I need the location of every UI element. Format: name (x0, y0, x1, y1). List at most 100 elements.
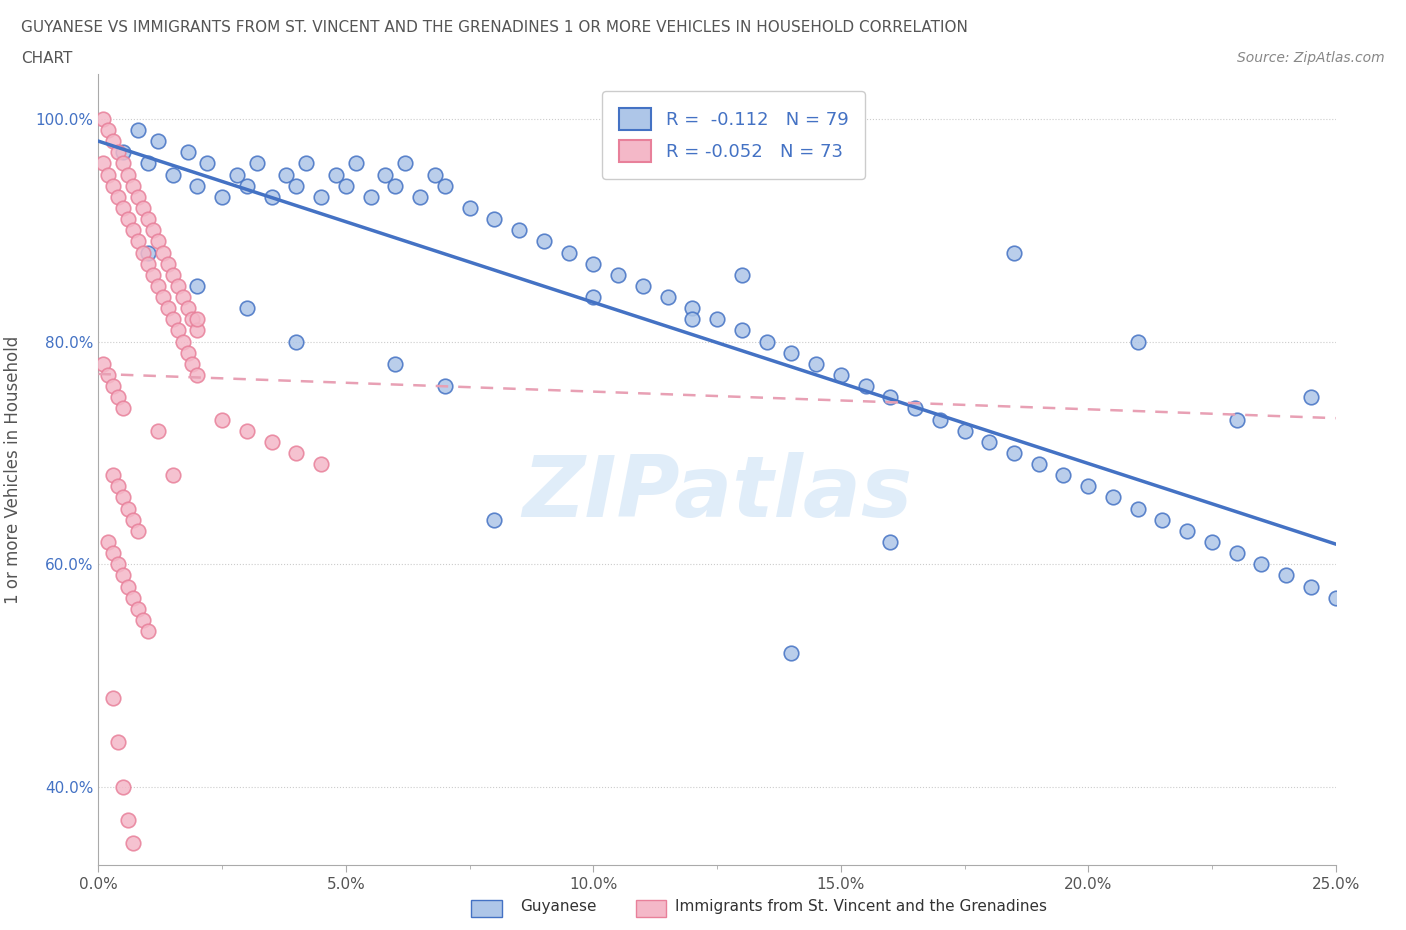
Point (1299, 390, 1322, 405)
Point (136, 212, 159, 227)
Point (830, 367, 852, 382)
Point (112, 779, 135, 794)
Point (731, 323, 754, 338)
Point (394, 156, 416, 171)
Point (681, 300, 703, 315)
Point (1002, 246, 1025, 260)
Point (156, 257, 179, 272)
Point (309, 190, 332, 205)
Point (979, 434, 1001, 449)
Text: ZIPatlas: ZIPatlas (522, 452, 912, 535)
Point (146, 234, 169, 249)
Point (181, 356, 204, 371)
Point (152, 289, 174, 304)
Text: GUYANESE VS IMMIGRANTS FROM ST. VINCENT AND THE GRENADINES 1 OR MORE VEHICLES IN: GUYANESE VS IMMIGRANTS FROM ST. VINCENT … (21, 20, 967, 35)
Point (142, 223, 165, 238)
Point (484, 512, 506, 527)
Point (260, 190, 283, 205)
Point (146, 423, 169, 438)
Point (195, 156, 218, 171)
Point (186, 312, 208, 326)
Point (236, 423, 259, 438)
Point (236, 179, 259, 193)
Point (107, 557, 129, 572)
Point (112, 401, 135, 416)
Point (433, 379, 456, 393)
Point (127, 234, 149, 249)
Point (136, 624, 159, 639)
Point (681, 312, 703, 326)
Point (112, 156, 135, 171)
Point (1077, 479, 1099, 494)
Point (1226, 412, 1249, 427)
Point (1028, 457, 1050, 472)
Point (93, 356, 115, 371)
Point (374, 167, 396, 182)
Point (103, 179, 125, 193)
Point (360, 190, 382, 205)
Point (146, 278, 169, 293)
Point (780, 345, 803, 360)
Point (1002, 445, 1025, 460)
Point (117, 167, 139, 182)
Point (172, 289, 194, 304)
Point (325, 167, 347, 182)
Point (879, 390, 901, 405)
Y-axis label: 1 or more Vehicles in Household: 1 or more Vehicles in Household (4, 336, 21, 604)
Point (904, 401, 927, 416)
Point (582, 257, 605, 272)
Point (295, 156, 318, 171)
Point (706, 312, 728, 326)
Point (176, 300, 198, 315)
Point (953, 423, 976, 438)
Point (186, 179, 208, 193)
Point (162, 312, 184, 326)
Point (97, 367, 120, 382)
Point (176, 345, 198, 360)
Point (176, 145, 198, 160)
Point (731, 267, 754, 282)
Point (458, 201, 481, 216)
Point (285, 179, 308, 193)
Point (557, 246, 579, 260)
Point (122, 179, 145, 193)
Point (309, 457, 332, 472)
Point (103, 690, 125, 705)
Point (928, 412, 950, 427)
Point (103, 546, 125, 561)
Point (607, 267, 630, 282)
Text: Guyanese: Guyanese (520, 899, 596, 914)
Text: Source: ZipAtlas.com: Source: ZipAtlas.com (1237, 51, 1385, 65)
Point (181, 312, 204, 326)
Point (146, 134, 169, 149)
Point (93, 112, 115, 126)
Point (162, 267, 184, 282)
Point (162, 167, 184, 182)
Point (122, 223, 145, 238)
Point (533, 234, 555, 249)
Point (107, 479, 129, 494)
Point (508, 223, 530, 238)
Point (166, 278, 188, 293)
Point (1175, 524, 1198, 538)
Point (1152, 512, 1174, 527)
Point (186, 323, 208, 338)
Point (166, 323, 188, 338)
Point (755, 334, 778, 349)
Point (122, 591, 145, 605)
Point (804, 356, 827, 371)
Point (1102, 490, 1125, 505)
Point (879, 535, 901, 550)
Point (112, 201, 135, 216)
Point (344, 156, 367, 171)
Point (127, 190, 149, 205)
Point (127, 602, 149, 617)
Point (136, 246, 159, 260)
Point (211, 412, 233, 427)
Point (93, 156, 115, 171)
Point (122, 512, 145, 527)
Point (384, 179, 406, 193)
Point (1324, 591, 1347, 605)
Point (276, 167, 298, 182)
Point (107, 390, 129, 405)
